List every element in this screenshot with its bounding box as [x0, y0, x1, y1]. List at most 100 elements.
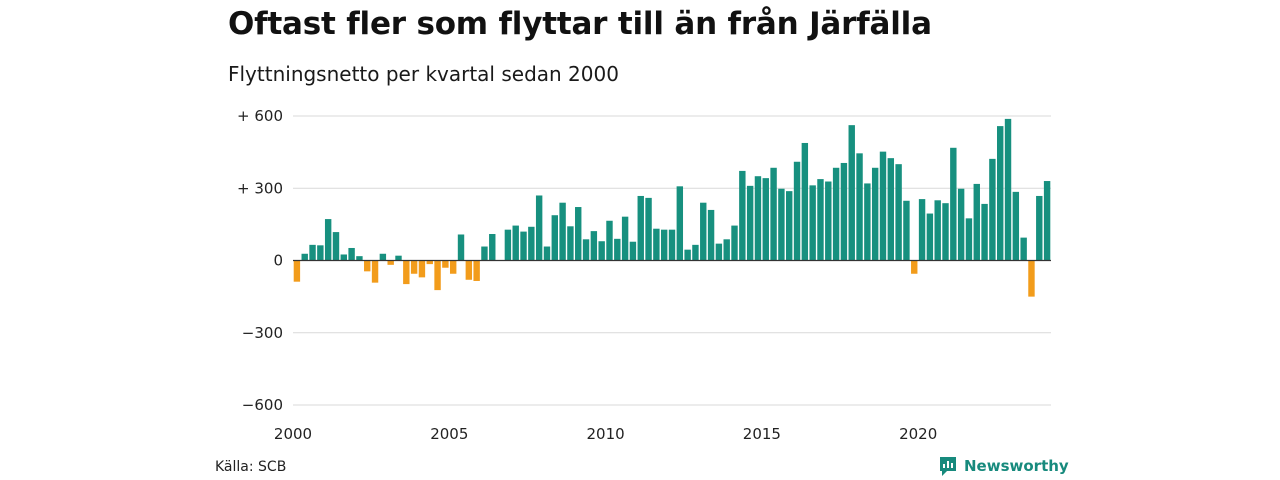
brand-name: Newsworthy [964, 457, 1069, 475]
bar-positive [504, 229, 512, 261]
bar-positive [301, 253, 308, 261]
bar-positive [551, 215, 558, 261]
bar-positive [754, 176, 762, 261]
bar-positive [512, 225, 519, 261]
bar-positive [989, 158, 996, 261]
bar-positive [864, 183, 871, 261]
bar-positive [317, 245, 324, 261]
bar-negative [473, 260, 480, 281]
x-tick-label: 2000 [274, 425, 312, 443]
bar-negative [449, 260, 457, 274]
bar-positive [739, 170, 746, 261]
bar-positive [528, 226, 535, 261]
bar-positive [801, 142, 809, 261]
bar-positive [825, 181, 832, 261]
y-tick-label: + 300 [237, 179, 283, 197]
bar-negative [434, 260, 441, 291]
bar-negative [364, 260, 371, 272]
bar-positive [1043, 181, 1051, 261]
bar-positive [684, 249, 691, 261]
bar-positive [1036, 195, 1043, 261]
bar-positive [997, 126, 1004, 261]
bar-negative [911, 260, 918, 274]
bar-positive [614, 238, 621, 261]
bar-positive [778, 188, 785, 261]
bar-positive [481, 246, 488, 261]
bar-positive [918, 199, 926, 261]
bar-positive [309, 244, 316, 261]
y-tick-label: + 600 [237, 107, 283, 125]
y-tick-label: −600 [242, 396, 283, 414]
bar-negative [442, 260, 449, 268]
bar-positive [582, 239, 590, 261]
bar-positive [903, 200, 910, 261]
bar-positive [965, 218, 973, 261]
bar-positive [786, 191, 793, 261]
bar-positive [856, 153, 863, 261]
bar-positive [653, 228, 660, 261]
bars [293, 118, 1051, 297]
bar-positive [707, 209, 715, 261]
bar-positive [895, 164, 902, 261]
bar-positive [731, 225, 738, 261]
bar-negative [387, 260, 394, 265]
bar-positive [793, 161, 801, 261]
bar-positive [934, 200, 941, 261]
bar-positive [926, 213, 934, 261]
bar-positive [1020, 237, 1027, 261]
bar-positive [848, 125, 855, 261]
bar-positive [324, 219, 332, 261]
bar-positive [871, 167, 879, 261]
bar-positive [520, 231, 527, 261]
bar-positive [340, 254, 347, 261]
y-tick-label: 0 [273, 252, 283, 270]
bar-positive [637, 195, 644, 261]
bar-positive [598, 241, 605, 261]
bar-positive [746, 185, 754, 261]
x-tick-label: 2005 [430, 425, 468, 443]
bar-positive [809, 185, 816, 261]
bar-positive [950, 147, 957, 261]
bar-positive [723, 239, 730, 261]
y-tick-label: −300 [242, 324, 283, 342]
bar-positive [457, 234, 465, 261]
chart-title: Oftast fler som flyttar till än från Jär… [228, 6, 932, 42]
bar-positive [629, 241, 637, 261]
bar-positive [1004, 118, 1012, 261]
x-tick-label: 2020 [899, 425, 937, 443]
y-axis-ticks: + 600 + 300 0 −300 −600 [237, 107, 283, 414]
brand-logo[interactable]: Newsworthy [938, 455, 1069, 477]
bar-positive [832, 167, 840, 261]
bar-positive [676, 186, 684, 261]
bar-positive [567, 226, 574, 261]
x-axis-ticks: 2000 2005 2010 2015 2020 [274, 425, 937, 443]
bar-negative [410, 260, 418, 274]
bar-positive [590, 231, 598, 261]
bar-negative [371, 260, 379, 283]
bar-positive [957, 188, 965, 261]
bar-positive [817, 179, 824, 261]
bar-positive [942, 203, 949, 261]
source-note: Källa: SCB [215, 459, 287, 475]
bar-positive [559, 202, 566, 261]
bar-positive [1012, 191, 1020, 261]
bar-positive [395, 255, 402, 261]
bar-positive [535, 195, 543, 261]
bar-positive [621, 216, 629, 261]
bar-positive [356, 256, 363, 261]
chart-subtitle: Flyttningsnetto per kvartal sedan 2000 [228, 62, 619, 86]
bar-positive [981, 203, 988, 261]
bar-positive [668, 229, 676, 261]
bar-positive [660, 229, 668, 261]
bar-positive [770, 167, 777, 261]
bar-positive [692, 244, 699, 261]
bar-positive [762, 178, 769, 261]
x-tick-label: 2015 [743, 425, 781, 443]
gridlines [293, 115, 1051, 406]
bar-positive [700, 202, 707, 261]
x-tick-label: 2010 [587, 425, 625, 443]
bar-positive [332, 232, 340, 261]
bar-positive [887, 158, 895, 261]
newsworthy-logo-icon [940, 457, 956, 476]
bar-positive [606, 220, 613, 261]
